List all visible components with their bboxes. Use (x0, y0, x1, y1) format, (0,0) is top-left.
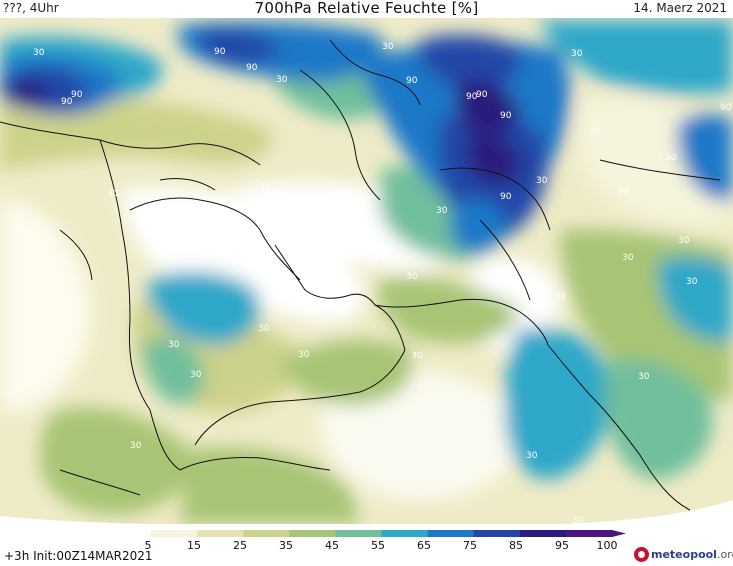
contour-label: 30 (536, 176, 548, 186)
contour-label: 30 (436, 206, 448, 216)
contour-label: 30 (33, 48, 45, 58)
colorbar-swatch (243, 530, 290, 537)
contour-label: 30 (107, 189, 119, 199)
colorbar-swatch (473, 530, 521, 537)
colorbar-tick-label: 65 (417, 539, 431, 550)
contour-label: 30 (665, 153, 677, 163)
meteopool-logo-text: meteopool.org (651, 548, 733, 561)
colorbar-tick-label: 100 (597, 539, 618, 550)
colorbar-tick-label: 25 (233, 539, 247, 550)
contour-label: 90 (476, 90, 488, 100)
colorbar-swatch (427, 530, 475, 537)
colorbar-tick-label: 15 (187, 539, 201, 550)
contour-label: 30 (411, 351, 423, 361)
colorbar-swatch (197, 530, 244, 537)
colorbar-swatch (565, 530, 613, 537)
colorbar-tick-label: 5 (145, 539, 152, 550)
contour-label: 90 (500, 192, 512, 202)
colorbar-swatch (381, 530, 429, 537)
contour-label: 30 (190, 370, 202, 380)
contour-label: 30 (276, 75, 288, 85)
contour-label: 30 (366, 256, 378, 266)
colorbar-tick-label: 75 (463, 539, 477, 550)
contour-label: 30 (686, 277, 698, 287)
contour-labels: 30 90 90 90 90 30 90 90 90 30 90 90 30 3… (33, 42, 732, 526)
contour-label: 30 (555, 292, 567, 302)
colorbar-tick-label: 45 (325, 539, 339, 550)
contour-label: 30 (572, 516, 584, 526)
header: ???, 4Uhr 700hPa Relative Feuchte [%] 14… (0, 0, 733, 20)
valid-day-label: ???, 4Uhr (3, 1, 59, 15)
contour-label: 30 (678, 236, 690, 246)
contour-label: 30 (259, 182, 271, 192)
colorbar-tick-label: 55 (371, 539, 385, 550)
colorbar-swatches (105, 530, 626, 537)
colorbar-overflow-arrow (612, 530, 626, 537)
contour-label: 30 (638, 372, 650, 382)
colorbar-tick-label: 95 (555, 539, 569, 550)
contour-label: 90 (214, 47, 226, 57)
colorbar: 5 15 25 35 45 55 65 75 85 95 100 (105, 530, 626, 550)
contour-label: 30 (298, 350, 310, 360)
colorbar-swatch (519, 530, 567, 537)
colorbar-swatch (151, 530, 198, 537)
contour-label: 30 (571, 49, 583, 59)
colorbar-labels: 5 15 25 35 45 55 65 75 85 95 100 (145, 539, 618, 550)
meteopool-logo-icon (634, 547, 649, 562)
colorbar-swatch (289, 530, 336, 537)
colorbar-tick-label: 35 (279, 539, 293, 550)
contour-label: 30 (168, 340, 180, 350)
valid-date-label: 14. Maerz 2021 (633, 1, 727, 15)
colorbar-tick-label: 85 (509, 539, 523, 550)
contour-label: 30 (589, 127, 601, 137)
contour-label: 90 (406, 76, 418, 86)
contour-label: 30 (406, 272, 418, 282)
contour-label: 30 (258, 324, 270, 334)
contour-label: 90 (61, 97, 73, 107)
contour-label: 90 (466, 92, 478, 102)
contour-label: 30 (130, 441, 142, 451)
map-title: 700hPa Relative Feuchte [%] (254, 0, 479, 17)
contour-label: 30 (622, 253, 634, 263)
contour-label: 90 (720, 103, 732, 113)
contour-label: 30 (382, 42, 394, 52)
humidity-field: 30 90 90 90 90 30 90 90 90 30 90 90 30 3… (0, 18, 733, 526)
init-time-label: +3h Init:00Z14MAR2021 (4, 549, 153, 563)
contour-label: 90 (246, 63, 258, 73)
contour-label: 30 (618, 186, 630, 196)
coastlines (0, 39, 721, 511)
contour-label: 90 (71, 90, 83, 100)
humidity-map: 30 90 90 90 90 30 90 90 90 30 90 90 30 3… (0, 18, 733, 526)
colorbar-swatch (105, 530, 152, 537)
contour-label: 30 (526, 451, 538, 461)
colorbar-swatch (335, 530, 383, 537)
contour-label: 90 (500, 111, 512, 121)
